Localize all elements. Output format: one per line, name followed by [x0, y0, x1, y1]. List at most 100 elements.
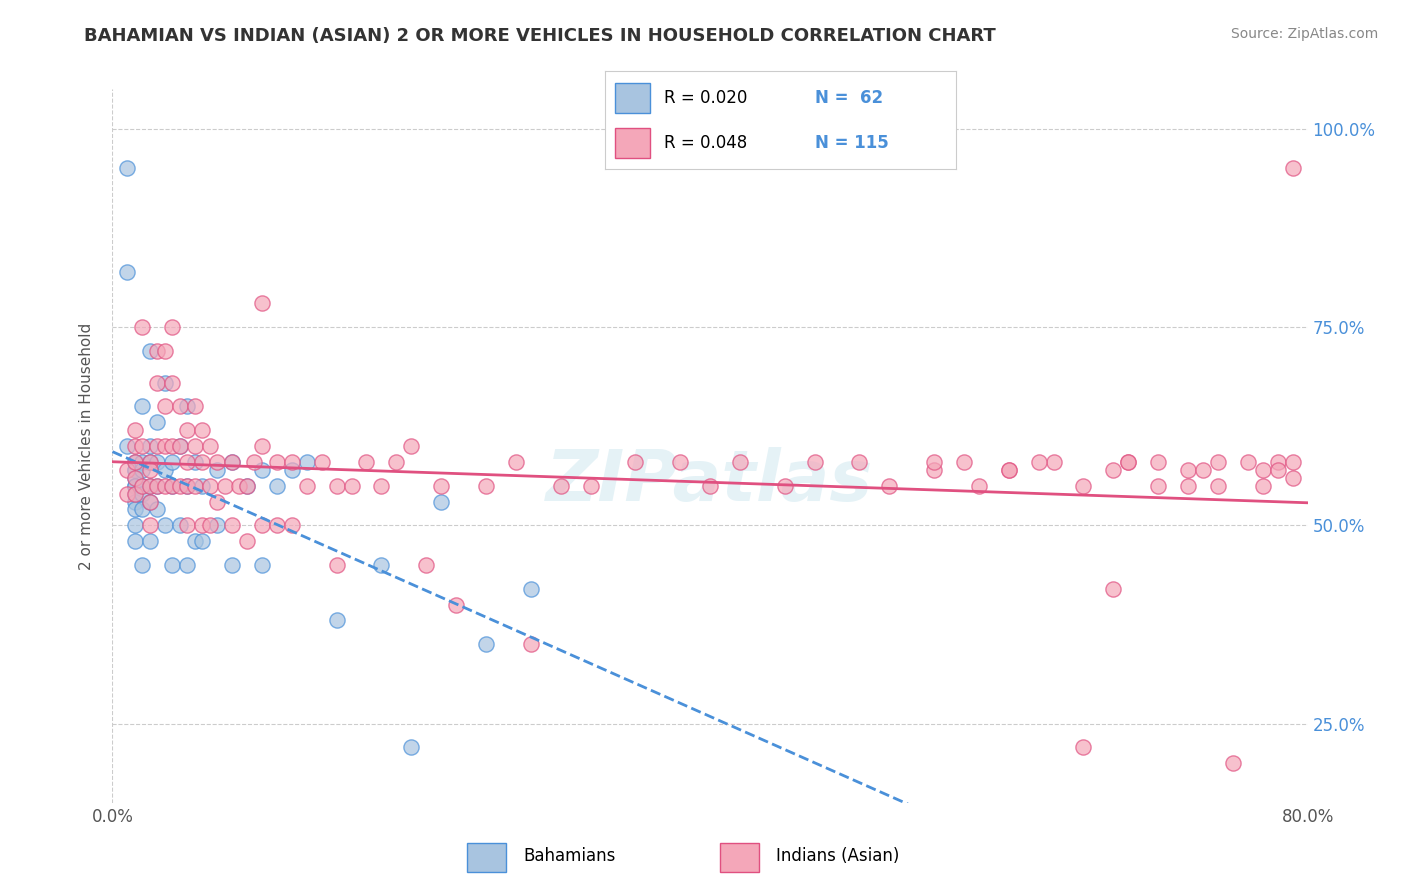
Point: [131, 502, 153, 516]
Point: [124, 518, 146, 533]
Point: [124, 471, 146, 485]
Point: [1192, 463, 1215, 477]
Point: [146, 376, 169, 390]
Point: [191, 478, 214, 492]
Point: [1042, 455, 1064, 469]
FancyBboxPatch shape: [616, 128, 650, 158]
Point: [205, 494, 228, 508]
Point: [1267, 463, 1289, 477]
Point: [139, 455, 162, 469]
Point: [124, 502, 146, 516]
Point: [1281, 471, 1303, 485]
Point: [221, 455, 243, 469]
Point: [131, 455, 153, 469]
Text: R = 0.048: R = 0.048: [665, 134, 748, 152]
Point: [131, 478, 153, 492]
Point: [475, 637, 498, 651]
Point: [243, 455, 266, 469]
Point: [176, 558, 198, 572]
Point: [153, 518, 176, 533]
Point: [131, 558, 153, 572]
Point: [773, 478, 796, 492]
Point: [117, 463, 139, 477]
Point: [415, 558, 437, 572]
Point: [550, 478, 572, 492]
Point: [370, 478, 392, 492]
Point: [139, 494, 162, 508]
Point: [998, 463, 1021, 477]
Point: [146, 343, 169, 358]
Point: [1222, 756, 1244, 771]
Point: [579, 478, 602, 492]
Point: [520, 582, 543, 596]
Point: [430, 494, 453, 508]
Point: [176, 518, 198, 533]
Point: [153, 400, 176, 414]
Point: [124, 423, 146, 437]
Point: [266, 478, 288, 492]
Point: [848, 455, 870, 469]
Point: [281, 518, 304, 533]
Point: [183, 455, 205, 469]
Point: [131, 439, 153, 453]
Point: [728, 455, 751, 469]
Point: [1147, 455, 1170, 469]
Point: [191, 423, 214, 437]
Point: [922, 463, 945, 477]
Point: [953, 455, 976, 469]
Point: [131, 463, 153, 477]
Point: [699, 478, 721, 492]
Point: [198, 518, 221, 533]
Point: [266, 455, 288, 469]
Point: [124, 486, 146, 500]
Point: [169, 400, 191, 414]
Point: [153, 439, 176, 453]
Point: [1147, 478, 1170, 492]
Point: [176, 478, 198, 492]
Text: ZIPatlas: ZIPatlas: [547, 447, 873, 516]
Point: [1073, 478, 1095, 492]
Point: [1028, 455, 1050, 469]
Point: [250, 518, 273, 533]
Point: [139, 455, 162, 469]
Point: [520, 637, 543, 651]
Text: N =  62: N = 62: [815, 89, 883, 107]
Point: [221, 455, 243, 469]
Point: [146, 478, 169, 492]
Point: [183, 534, 205, 549]
Point: [250, 558, 273, 572]
Point: [198, 478, 221, 492]
Point: [1251, 478, 1274, 492]
Point: [1118, 455, 1140, 469]
Point: [162, 376, 183, 390]
Point: [146, 478, 169, 492]
Point: [146, 502, 169, 516]
Point: [1118, 455, 1140, 469]
Point: [124, 455, 146, 469]
Point: [221, 518, 243, 533]
Point: [1281, 161, 1303, 176]
Point: [169, 439, 191, 453]
Point: [139, 478, 162, 492]
Point: [998, 463, 1021, 477]
Point: [131, 478, 153, 492]
Point: [176, 478, 198, 492]
Point: [124, 534, 146, 549]
Point: [401, 740, 423, 755]
Point: [183, 400, 205, 414]
Point: [205, 518, 228, 533]
FancyBboxPatch shape: [467, 843, 506, 872]
Point: [124, 463, 146, 477]
Point: [139, 494, 162, 508]
Point: [117, 486, 139, 500]
Point: [444, 598, 467, 612]
Point: [879, 478, 901, 492]
Point: [131, 486, 153, 500]
Point: [176, 455, 198, 469]
Point: [124, 439, 146, 453]
Point: [505, 455, 527, 469]
FancyBboxPatch shape: [720, 843, 759, 872]
Point: [191, 455, 214, 469]
Point: [401, 439, 423, 453]
Point: [169, 518, 191, 533]
